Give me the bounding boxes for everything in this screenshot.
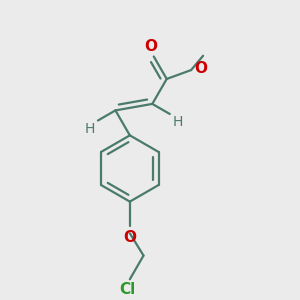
Text: Cl: Cl <box>119 282 135 297</box>
Text: O: O <box>123 230 136 244</box>
Text: H: H <box>85 122 95 136</box>
Text: O: O <box>144 39 158 54</box>
Text: O: O <box>194 61 207 76</box>
Text: H: H <box>173 116 183 129</box>
